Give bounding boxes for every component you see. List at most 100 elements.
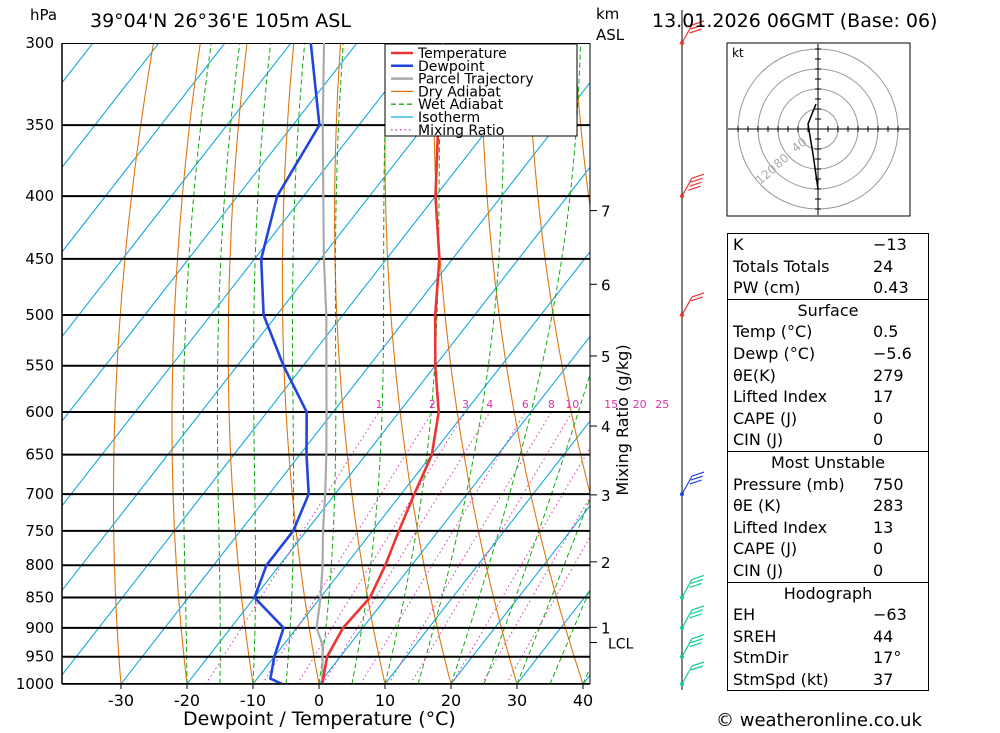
pressure-tick-label: 750 bbox=[25, 522, 54, 540]
x-tick-label: 0 bbox=[314, 691, 324, 710]
surface-value: 17 bbox=[873, 387, 894, 407]
pressure-tick-label: 400 bbox=[25, 187, 54, 205]
legend-label: Isotherm bbox=[418, 110, 480, 126]
index-row: K −13 bbox=[728, 234, 928, 256]
hodograph-value: 44 bbox=[873, 626, 894, 646]
credit-text[interactable]: © weatheronline.co.uk bbox=[716, 710, 922, 731]
surface-row: CAPE (J) 0 bbox=[728, 408, 928, 430]
km-tick-label: 2 bbox=[601, 554, 611, 572]
location-title: 39°04'N 26°36'E 105m ASL bbox=[90, 10, 351, 32]
pressure-tick-label: 500 bbox=[25, 306, 54, 324]
surface-row: Temp (°C) 0.5 bbox=[728, 321, 928, 343]
hodograph-key: EH bbox=[733, 605, 756, 625]
wind-barb-feather bbox=[690, 475, 703, 481]
hodograph-key: SREH bbox=[733, 626, 777, 646]
wind-barb-feather bbox=[691, 634, 705, 640]
index-value: 0.43 bbox=[873, 278, 909, 298]
mixing-ratio-label: 2 bbox=[429, 398, 436, 411]
most-unstable-value: 13 bbox=[873, 517, 894, 537]
mixing-ratio-axis-label: Mixing Ratio (g/kg) bbox=[613, 344, 632, 495]
surface-value: −5.6 bbox=[873, 343, 912, 363]
wind-barb-shaft bbox=[681, 24, 693, 44]
wind-barb-feather bbox=[691, 574, 705, 581]
most-unstable-row: Pressure (mb) 750 bbox=[728, 474, 928, 496]
index-value: −13 bbox=[873, 235, 907, 254]
pressure-unit-label: hPa bbox=[30, 6, 58, 24]
most-unstable-value: 0 bbox=[873, 560, 884, 580]
hodograph-key: StmSpd (kt) bbox=[733, 669, 829, 689]
dry-adiabat-line bbox=[971, 0, 1000, 710]
isotherm-line bbox=[62, 43, 94, 84]
km-tick-label: 4 bbox=[601, 418, 611, 436]
km-tick-label: 6 bbox=[601, 276, 611, 294]
wet-adiabat-line bbox=[450, 43, 582, 684]
mixing-ratio-line bbox=[322, 411, 491, 684]
wind-barb-feather bbox=[691, 173, 705, 179]
mixing-ratio-line bbox=[409, 411, 573, 684]
most-unstable-title: Most Unstable bbox=[771, 452, 885, 472]
km-tick-label: 7 bbox=[601, 203, 611, 221]
pressure-tick-label: 850 bbox=[25, 588, 54, 606]
most-unstable-value: 283 bbox=[873, 496, 904, 516]
hodograph-key: StmDir bbox=[733, 648, 789, 668]
wind-barb-feather bbox=[690, 578, 703, 585]
km-label: km bbox=[596, 5, 620, 23]
wind-barb-feather bbox=[689, 613, 702, 619]
mixing-ratio-label: 25 bbox=[655, 398, 669, 411]
asl-label: ASL bbox=[596, 26, 625, 44]
dry-adiabat-line bbox=[171, 43, 201, 684]
isotherm-line bbox=[252, 251, 590, 684]
index-key: PW (cm) bbox=[733, 278, 801, 298]
x-tick-label: -20 bbox=[174, 691, 200, 710]
surface-value: 0 bbox=[873, 408, 884, 428]
dewpoint-profile bbox=[252, 43, 321, 684]
hodograph-table-title: Hodograph bbox=[783, 583, 873, 603]
most-unstable-key: Pressure (mb) bbox=[733, 474, 845, 494]
dry-adiabat-line bbox=[573, 43, 590, 211]
pressure-tick-label: 800 bbox=[25, 556, 54, 574]
most-unstable-row: Lifted Index 13 bbox=[728, 517, 928, 539]
most-unstable-key: θE (K) bbox=[733, 496, 781, 516]
hodograph-trace bbox=[807, 103, 819, 190]
wind-barb-feather bbox=[691, 471, 705, 477]
mixing-ratio-label: 4 bbox=[486, 398, 493, 411]
km-tick-label: 1 bbox=[601, 619, 611, 637]
legend-box bbox=[384, 43, 578, 137]
km-tick-label: 5 bbox=[601, 348, 611, 366]
wet-adiabat-line bbox=[483, 372, 590, 684]
wind-barb-feather bbox=[689, 181, 702, 187]
hodograph-row: EH −63 bbox=[728, 604, 928, 626]
hodograph-value: 17° bbox=[873, 648, 902, 668]
legend-label: Mixing Ratio bbox=[418, 123, 504, 139]
wind-barb-shaft bbox=[681, 296, 693, 316]
wind-barb-feather bbox=[689, 479, 702, 485]
isotherm-line bbox=[62, 43, 160, 169]
most-unstable-value: 750 bbox=[873, 474, 904, 494]
surface-row: CIN (J) 0 bbox=[728, 429, 928, 451]
wind-barb-shaft bbox=[681, 665, 693, 685]
wind-barb-feather bbox=[690, 638, 703, 644]
index-row: Totals Totals 24 bbox=[728, 256, 928, 278]
legend-label: Dry Adiabat bbox=[418, 84, 501, 100]
mixing-ratio-line bbox=[451, 446, 590, 684]
x-tick-label: 10 bbox=[375, 691, 395, 710]
pressure-tick-label: 900 bbox=[25, 619, 54, 637]
hodograph-row: StmDir 17° bbox=[728, 647, 928, 669]
isotherm-line bbox=[450, 504, 590, 684]
hodograph-unit-label: kt bbox=[732, 46, 744, 60]
mixing-ratio-line bbox=[505, 536, 590, 684]
pressure-tick-label: 600 bbox=[25, 403, 54, 421]
surface-key: θE(K) bbox=[733, 365, 776, 385]
mixing-ratio-label: 8 bbox=[548, 398, 555, 411]
x-tick-label: 40 bbox=[573, 691, 593, 710]
surface-value: 0.5 bbox=[873, 322, 899, 342]
surface-key: CIN (J) bbox=[733, 430, 784, 450]
mixing-ratio-line bbox=[387, 411, 552, 684]
temperature-profile bbox=[321, 43, 445, 684]
lcl-label: LCL bbox=[608, 636, 634, 652]
hodograph-value: −63 bbox=[873, 605, 907, 625]
x-tick-label: -10 bbox=[240, 691, 266, 710]
wet-adiabat-line bbox=[417, 43, 506, 684]
x-tick-label: 30 bbox=[507, 691, 527, 710]
wet-adiabat-line bbox=[351, 43, 389, 684]
